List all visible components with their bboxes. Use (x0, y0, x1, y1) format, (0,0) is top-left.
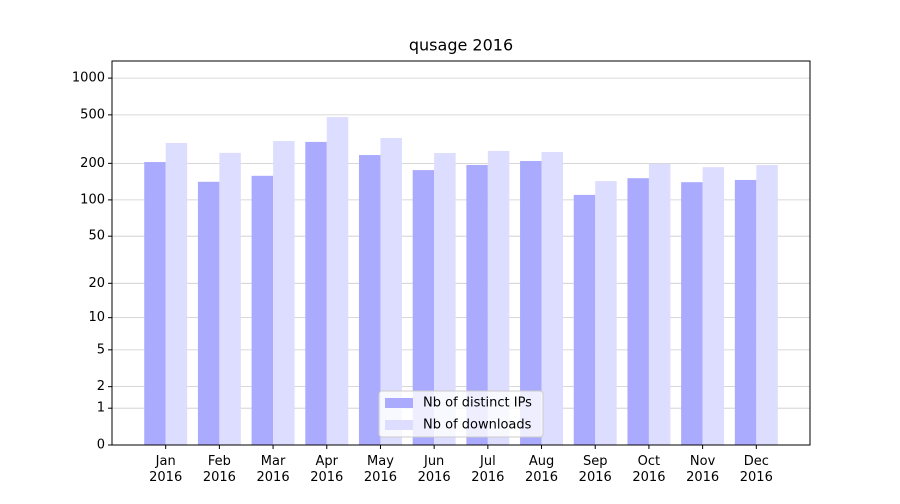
bar (273, 141, 295, 445)
bar (681, 182, 703, 446)
bar (573, 194, 596, 445)
bar (305, 141, 327, 445)
x-tick-label: Jun 2016 (418, 454, 451, 485)
y-tick-label: 100 (80, 192, 105, 207)
bar (358, 155, 381, 445)
bar (648, 163, 671, 445)
bar (434, 153, 456, 446)
bar (412, 170, 435, 445)
y-tick-label: 0 (97, 438, 105, 453)
legend-frame (378, 390, 544, 438)
x-tick-label: Nov 2016 (686, 454, 719, 485)
x-tick-label: Jul 2016 (471, 454, 504, 485)
bar (197, 181, 220, 445)
x-tick-label: Sep 2016 (579, 454, 612, 485)
bar (326, 117, 349, 445)
y-tick-label: 20 (88, 276, 105, 291)
x-tick-label: Oct 2016 (632, 454, 665, 485)
bar (466, 164, 488, 445)
bar (380, 137, 402, 445)
bar (595, 181, 617, 446)
x-tick-label: Dec 2016 (740, 454, 773, 485)
bar (251, 175, 274, 446)
legend-label: Nb of distinct IPs (423, 396, 532, 411)
y-tick-label: 500 (80, 107, 105, 122)
bar (734, 179, 757, 445)
legend-swatch (385, 398, 413, 408)
axes: 0 1 2 5 10 20 50 100 200 500 1000 Jan 2016 Feb 2016 Mar… (72, 71, 773, 485)
x-tick-label: Apr 2016 (310, 454, 343, 485)
x-tick-label: Aug 2016 (525, 454, 558, 485)
legend: Nb of distinct IPs Nb of downloads (378, 390, 544, 438)
y-tick-label: 50 (88, 229, 105, 244)
x-tick-label: Feb 2016 (203, 454, 236, 485)
x-tick-label: May 2016 (364, 454, 397, 485)
bar (165, 142, 188, 446)
y-tick-label: 2 (97, 379, 105, 394)
plot-frame (111, 60, 811, 446)
bar (702, 167, 725, 445)
chart-title: qusage 2016 (409, 36, 513, 55)
bar (144, 162, 166, 445)
x-tick-label: Jan 2016 (149, 454, 182, 485)
legend-swatch (385, 420, 413, 430)
y-tick-label: 10 (88, 310, 105, 325)
bar (520, 161, 542, 445)
bar (627, 178, 649, 446)
y-tick-label: 5 (97, 342, 105, 357)
bar (219, 152, 241, 445)
bar (756, 164, 778, 445)
bars (144, 117, 778, 446)
bar (487, 150, 510, 445)
legend-label: Nb of downloads (423, 418, 532, 433)
bar (541, 151, 564, 445)
y-tick-label: 1 (97, 401, 105, 416)
y-tick-label: 200 (80, 156, 105, 171)
y-tick-label: 1000 (72, 71, 105, 86)
x-tick-label: Mar 2016 (257, 454, 290, 485)
